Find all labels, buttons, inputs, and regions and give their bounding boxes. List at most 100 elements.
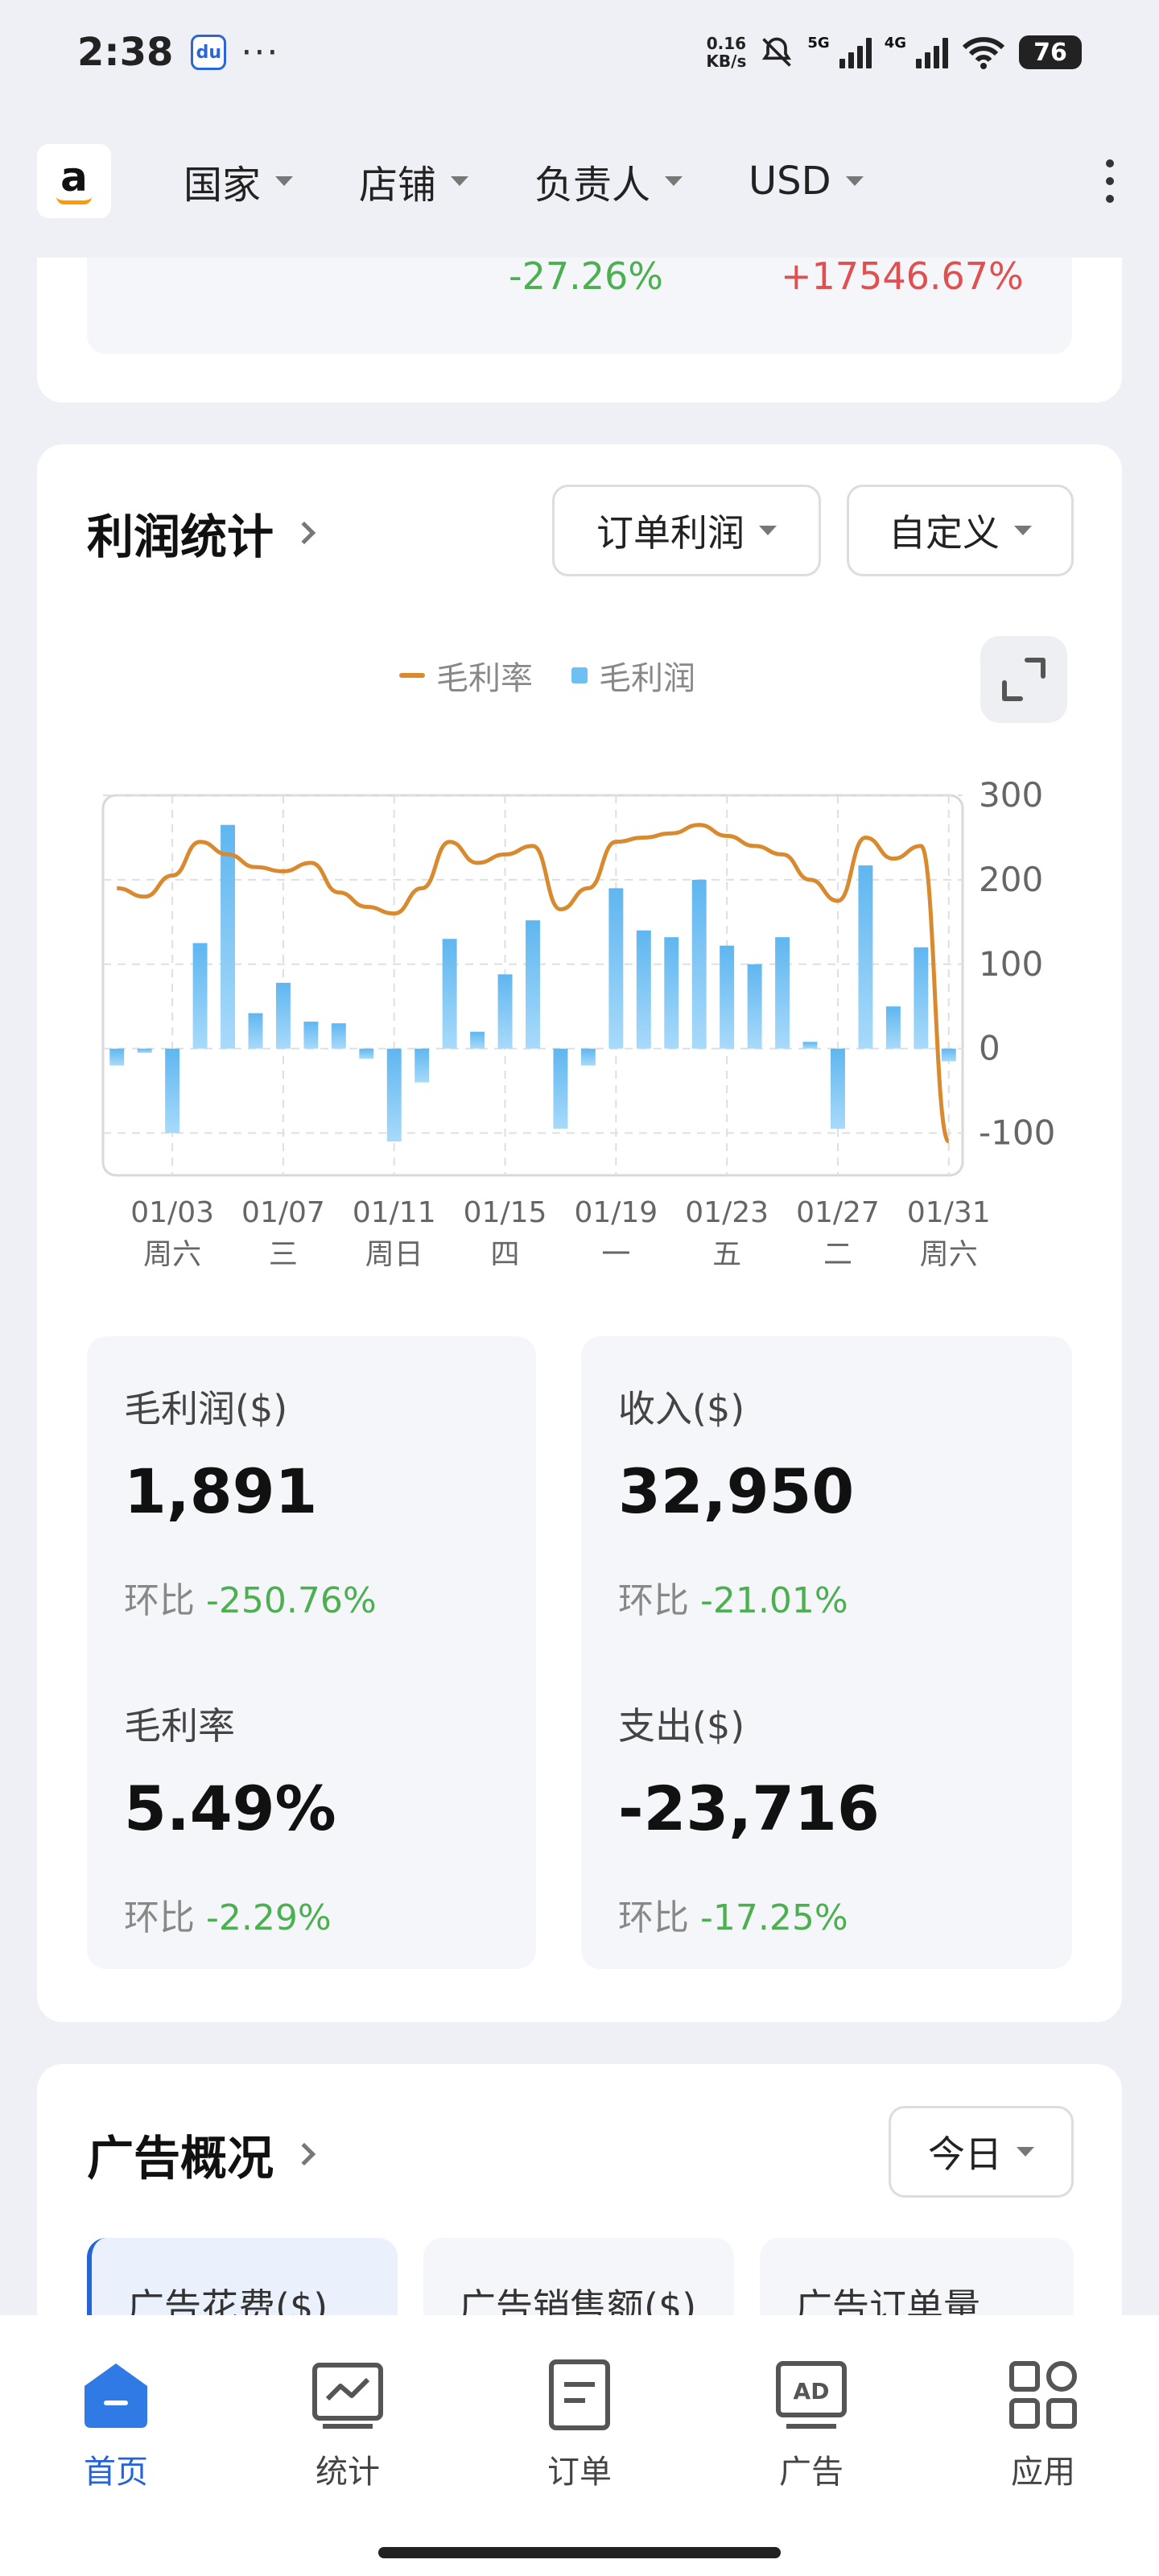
nav-stats[interactable]: 统计	[267, 2359, 428, 2492]
y-tick-label: 200	[979, 860, 1043, 899]
compare-value: -2.29%	[206, 1897, 332, 1938]
home-indicator[interactable]	[378, 2547, 781, 2558]
network-speed-value: 0.16	[706, 34, 747, 53]
bar-gross-profit	[941, 1048, 956, 1062]
filter-owner[interactable]: 负责人	[534, 153, 683, 209]
metric-revenue-label: 收入($)	[618, 1387, 745, 1430]
caret-down-icon	[1014, 526, 1032, 535]
x-tick-weekday: 周六	[920, 1238, 978, 1271]
nav-home[interactable]: 首页	[35, 2359, 196, 2492]
expand-chart-button[interactable]	[980, 636, 1067, 723]
ads-title-text: 广告概况	[87, 2131, 274, 2186]
caret-down-icon	[451, 176, 469, 186]
bar-gross-profit	[608, 888, 624, 1049]
bar-gross-profit	[248, 1013, 263, 1049]
status-time: 2:38	[77, 30, 174, 75]
profit-range-label: 自定义	[889, 511, 1000, 555]
x-tick-weekday: 周六	[143, 1238, 201, 1271]
profit-title-text: 利润统计	[87, 510, 274, 564]
filter-country-label: 国家	[184, 163, 262, 208]
nav-apps[interactable]: 应用	[963, 2359, 1124, 2492]
nav-ads[interactable]: AD 广告	[731, 2359, 892, 2492]
compare-label: 环比	[124, 1580, 195, 1621]
apps-icon	[1007, 2359, 1079, 2431]
signal-icon-2	[916, 36, 948, 68]
x-tick-date: 01/03	[130, 1196, 214, 1229]
nav-ads-label: 广告	[779, 2454, 843, 2491]
network-type-2: 4G	[884, 35, 906, 52]
filter-owner-label: 负责人	[534, 163, 651, 208]
metric-expense-value: -23,716	[618, 1773, 880, 1844]
x-tick-weekday: 二	[823, 1238, 852, 1271]
y-tick-label: 100	[979, 944, 1043, 984]
x-tick-date: 01/23	[685, 1196, 769, 1229]
compare-label: 环比	[618, 1897, 689, 1938]
nav-orders[interactable]: 订单	[499, 2359, 660, 2492]
profit-title[interactable]: 利润统计	[87, 499, 316, 567]
metric-revenue-value: 32,950	[618, 1455, 855, 1527]
svg-text:AD: AD	[794, 2378, 830, 2405]
legend-profit-label[interactable]: 毛利润	[599, 660, 695, 697]
caret-down-icon	[759, 526, 777, 535]
ads-title[interactable]: 广告概况	[87, 2120, 316, 2188]
line-gross-margin	[117, 823, 951, 1144]
metric-expense-label: 支出($)	[618, 1704, 745, 1748]
x-tick-date: 01/11	[353, 1196, 436, 1229]
bar-gross-profit	[553, 1048, 568, 1129]
compare-label: 环比	[124, 1897, 195, 1938]
plot-frame	[101, 794, 964, 1177]
compare-value: -17.25%	[700, 1897, 848, 1938]
bar-gross-profit	[359, 1048, 374, 1059]
nav-apps-label: 应用	[1011, 2454, 1075, 2491]
legend-rate-label[interactable]: 毛利率	[436, 660, 533, 697]
wifi-icon	[962, 37, 1005, 69]
x-tick-weekday: 三	[269, 1238, 298, 1271]
bar-gross-profit	[221, 824, 235, 1049]
bar-gross-profit	[303, 1022, 319, 1049]
legend-bar-swatch	[571, 667, 588, 683]
bar-gross-profit	[775, 937, 790, 1049]
bar-gross-profit	[831, 1048, 845, 1129]
nav-stats-label: 统计	[316, 2454, 380, 2491]
network-type-1: 5G	[807, 35, 830, 52]
filter-country[interactable]: 国家	[184, 153, 294, 209]
metric-revenue-compare: 环比 -21.01%	[618, 1571, 848, 1623]
signal-icon-1	[839, 36, 872, 68]
profit-type-dropdown[interactable]: 订单利润	[552, 485, 821, 576]
bar-gross-profit	[636, 930, 651, 1049]
amazon-logo[interactable]: a	[37, 144, 111, 218]
profit-chart[interactable]: 300 200 100 0 -100 01/03 周六 01/07 三 01/11 周日 01/15 四…	[97, 773, 1079, 1288]
home-icon	[80, 2359, 152, 2431]
chart-icon	[311, 2359, 384, 2431]
baidu-paw-icon: du	[191, 35, 227, 70]
bar-gross-profit	[165, 1048, 180, 1133]
x-tick-weekday: 五	[712, 1238, 741, 1271]
metric-margin-compare: 环比 -2.29%	[124, 1889, 332, 1940]
nav-orders-label: 订单	[547, 2454, 612, 2491]
x-tick-weekday: 周日	[365, 1238, 423, 1271]
bar-gross-profit	[192, 943, 208, 1049]
profit-range-dropdown[interactable]: 自定义	[847, 485, 1074, 576]
bar-gross-profit	[109, 1048, 125, 1066]
more-menu-icon[interactable]	[1098, 159, 1122, 203]
bar-gross-profit	[914, 947, 929, 1049]
bar-gross-profit	[331, 1023, 346, 1049]
metric-margin-value: 5.49%	[124, 1773, 336, 1844]
chevron-right-icon	[292, 521, 316, 545]
x-tick-weekday: 四	[491, 1238, 520, 1271]
ad-icon: AD	[775, 2359, 848, 2431]
ads-range-dropdown[interactable]: 今日	[889, 2106, 1074, 2198]
chart-legend: 毛利率 毛利润	[399, 652, 695, 699]
compare-value: -250.76%	[206, 1580, 377, 1621]
bar-gross-profit	[526, 920, 540, 1049]
filter-currency[interactable]: USD	[749, 159, 864, 204]
metric-gross-profit-compare: 环比 -250.76%	[124, 1571, 377, 1623]
bar-gross-profit	[386, 1048, 402, 1142]
metric-gross-profit-value: 1,891	[124, 1455, 318, 1527]
x-tick-date: 01/15	[464, 1196, 547, 1229]
metric-gross-profit-label: 毛利润($)	[124, 1387, 288, 1430]
amazon-smile-icon	[56, 196, 92, 204]
x-tick-date: 01/19	[574, 1196, 658, 1229]
network-speed: 0.16 KB/s	[706, 35, 746, 70]
filter-shop[interactable]: 店铺	[359, 153, 469, 209]
